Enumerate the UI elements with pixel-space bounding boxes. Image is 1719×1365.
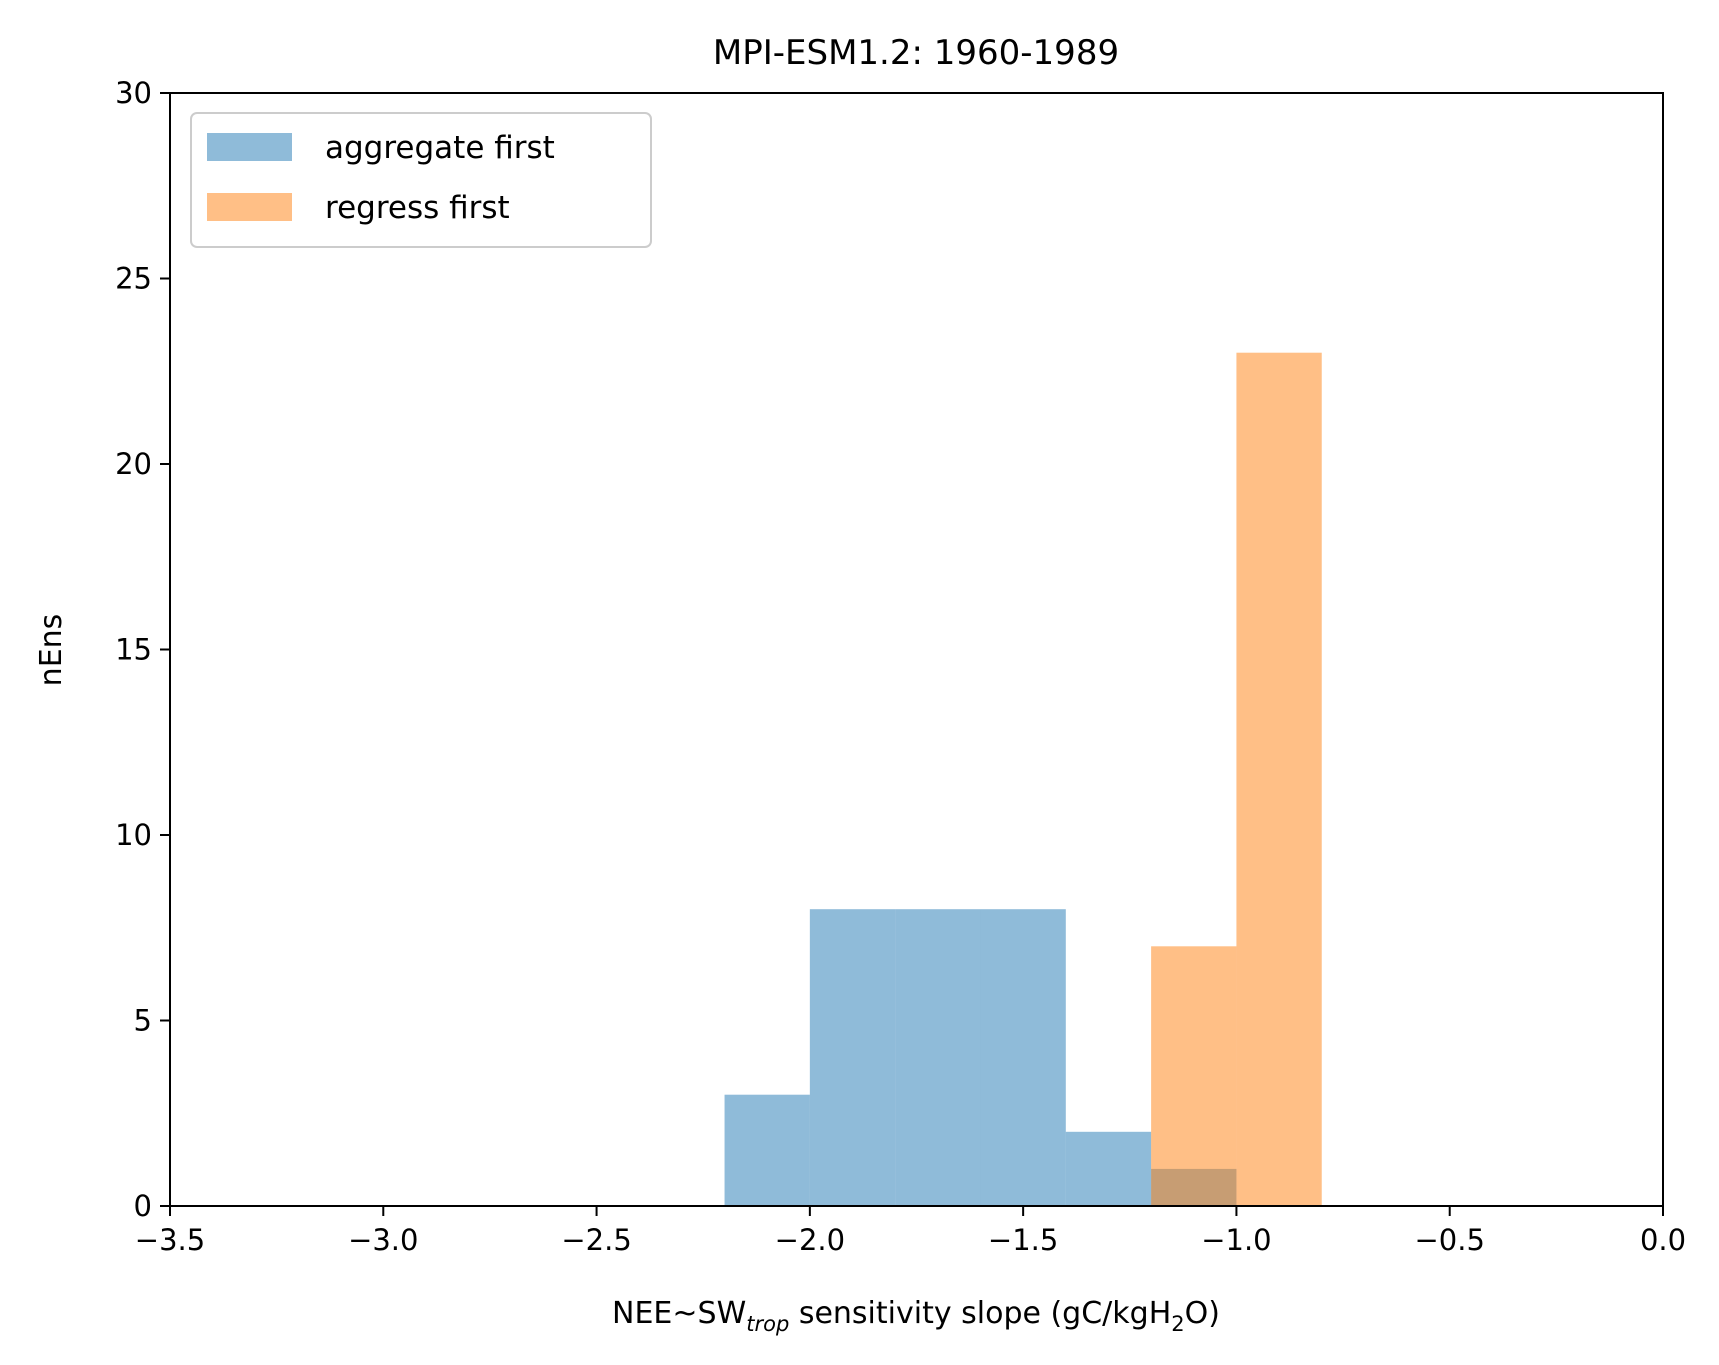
x-label-prefix: NEE~SW <box>612 1296 746 1331</box>
bar-regress-first-1 <box>1236 352 1322 1206</box>
x-tick-label: −2.0 <box>775 1223 845 1257</box>
chart-title: MPI-ESM1.2: 1960-1989 <box>713 33 1119 73</box>
y-axis-label: nEns <box>34 614 69 687</box>
y-tick-label: 30 <box>115 76 152 110</box>
y-tick-label: 10 <box>115 818 152 852</box>
bar-aggregate-first-4 <box>1065 1131 1152 1206</box>
bar-regress-first-0 <box>1151 946 1237 1206</box>
x-tick-label: −0.5 <box>1415 1223 1485 1257</box>
y-axis-ticks: 0 5 10 15 20 25 30 <box>115 76 170 1223</box>
x-axis-label: NEE~SWtrop sensitivity slope (gC/kgH2O) <box>612 1296 1220 1336</box>
legend-label-aggregate-first: aggregate first <box>325 130 555 166</box>
y-tick-label: 25 <box>115 262 152 296</box>
x-tick-label: −3.5 <box>135 1223 205 1257</box>
bar-aggregate-first-3 <box>980 909 1066 1206</box>
bar-aggregate-first-2 <box>895 909 981 1206</box>
x-label-middle: sensitivity slope (gC/kgH <box>789 1296 1171 1331</box>
y-tick-label: 5 <box>134 1004 152 1038</box>
legend-swatch-regress-first <box>207 193 292 221</box>
x-tick-label: −3.0 <box>348 1223 418 1257</box>
histogram-bars <box>724 352 1322 1206</box>
x-label-suffix: O) <box>1185 1296 1220 1331</box>
y-tick-label: 15 <box>115 633 152 667</box>
y-tick-label: 0 <box>134 1189 152 1223</box>
x-tick-label: −1.0 <box>1201 1223 1271 1257</box>
x-axis-ticks: −3.5 −3.0 −2.5 −2.0 −1.5 −1.0 −0.5 0.0 <box>135 1206 1686 1257</box>
x-tick-label: −2.5 <box>561 1223 631 1257</box>
y-tick-label: 20 <box>115 447 152 481</box>
bar-aggregate-first-0 <box>724 1094 810 1206</box>
x-label-subscript: trop <box>746 1312 789 1336</box>
bar-aggregate-first-1 <box>809 909 896 1206</box>
x-tick-label: −1.5 <box>988 1223 1058 1257</box>
legend-box <box>190 112 652 248</box>
x-tick-label: 0.0 <box>1640 1223 1686 1257</box>
legend: aggregate first regress first <box>190 112 652 248</box>
x-label-subscript-2: 2 <box>1171 1312 1184 1336</box>
legend-swatch-aggregate-first <box>207 133 292 161</box>
legend-label-regress-first: regress first <box>325 190 510 226</box>
